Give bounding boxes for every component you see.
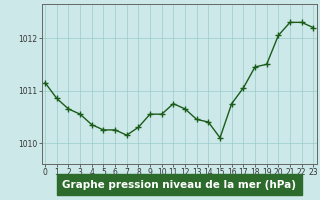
X-axis label: Graphe pression niveau de la mer (hPa): Graphe pression niveau de la mer (hPa) xyxy=(62,180,296,190)
